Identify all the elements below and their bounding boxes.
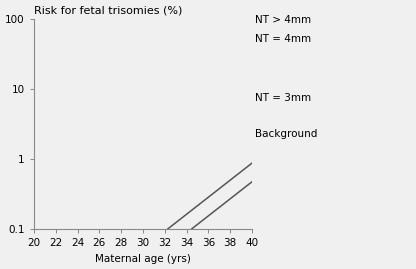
X-axis label: Maternal age (yrs): Maternal age (yrs)	[95, 254, 191, 264]
Text: NT > 4mm: NT > 4mm	[255, 15, 312, 25]
Text: NT = 3mm: NT = 3mm	[255, 93, 312, 103]
Text: NT = 4mm: NT = 4mm	[255, 34, 312, 44]
Text: Background: Background	[255, 129, 318, 139]
Text: Risk for fetal trisomies (%): Risk for fetal trisomies (%)	[34, 5, 182, 15]
